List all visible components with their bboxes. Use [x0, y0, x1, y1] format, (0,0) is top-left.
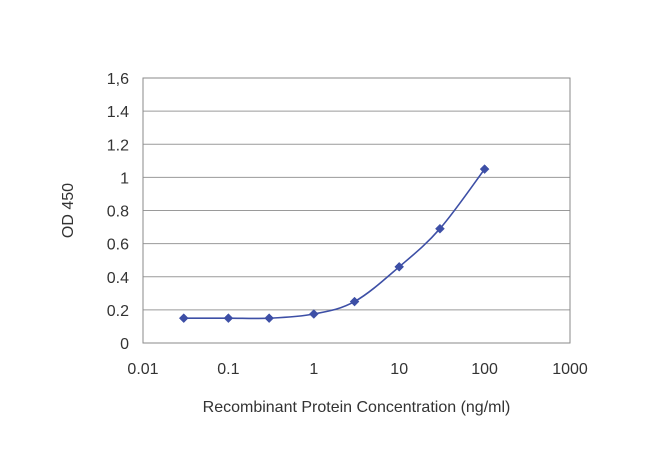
y-tick-label: 1,6 — [107, 71, 129, 88]
y-tick-label: 0.2 — [107, 303, 129, 320]
x-tick-label: 1 — [309, 361, 318, 378]
x-tick-label: 100 — [471, 361, 498, 378]
data-point-marker — [435, 223, 445, 234]
series-layer — [178, 164, 490, 324]
plot-area-frame — [142, 77, 571, 344]
data-point-marker — [394, 261, 405, 272]
data-point-marker — [223, 313, 234, 324]
data-point-marker — [349, 296, 360, 307]
data-point-marker — [479, 164, 490, 174]
x-tick-label: 0.01 — [127, 361, 158, 378]
data-point-marker — [178, 313, 189, 324]
y-tick-label: 1 — [120, 170, 129, 187]
x-tick-label: 0.1 — [217, 361, 239, 378]
x-tick-label: 1000 — [552, 361, 588, 378]
x-axis-title: Recombinant Protein Concentration (ng/ml… — [203, 399, 511, 416]
y-tick-label: 0 — [120, 336, 129, 353]
data-point-marker — [264, 313, 274, 324]
y-tick-label: 0.4 — [107, 270, 129, 287]
x-tick-label: 10 — [390, 361, 408, 378]
data-point-marker — [308, 309, 319, 319]
y-axis-title: OD 450 — [60, 183, 77, 238]
y-tick-label: 0.8 — [107, 204, 129, 221]
y-tick-label: 1.4 — [107, 104, 129, 121]
y-axis-tick-labels: 0 0.2 0.4 0.6 0.8 1 1.2 1.4 1,6 — [107, 71, 129, 353]
y-tick-label: 1.2 — [107, 137, 129, 154]
x-axis-tick-labels: 0.01 0.1 1 10 100 1000 — [127, 361, 587, 378]
y-tick-label: 0.6 — [107, 237, 129, 254]
